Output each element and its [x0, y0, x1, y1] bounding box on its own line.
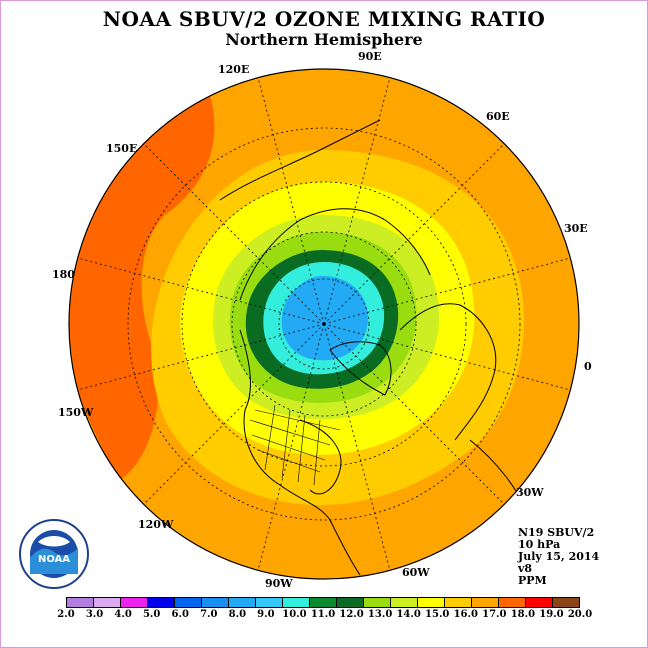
colorbar	[66, 597, 580, 608]
colorbar-tick-label: 15.0	[425, 609, 450, 620]
chart-subtitle: Northern Hemisphere	[225, 30, 423, 49]
latitude-circles	[127, 127, 521, 521]
noaa-logo-icon: NOAA	[19, 519, 89, 589]
info-units: PPM	[518, 574, 547, 587]
colorbar-tick-label: 18.0	[510, 609, 536, 620]
colorbar-tick-label: 10.0	[282, 609, 307, 620]
lon-label-90e: 90E	[358, 50, 382, 63]
colorbar-tick-label: 5.0	[142, 609, 161, 620]
lon-label-60w: 60W	[402, 566, 430, 579]
colorbar-segment	[418, 598, 445, 607]
colorbar-tick-label: 19.0	[539, 609, 564, 620]
colorbar-tick-label: 14.0	[396, 609, 421, 620]
info-instrument: N19 SBUV/2	[518, 526, 595, 539]
colorbar-tick-label: 11.0	[310, 609, 336, 620]
lon-label-0: 0	[584, 360, 592, 373]
colorbar-tick-label: 20.0	[567, 609, 593, 620]
colorbar-segment	[94, 598, 121, 607]
colorbar-segment	[472, 598, 499, 607]
colorbar-segment	[310, 598, 337, 607]
colorbar-segment	[283, 598, 310, 607]
colorbar-tick-label: 13.0	[367, 609, 393, 620]
lon-label-90w: 90W	[265, 577, 293, 590]
colorbar-segment	[364, 598, 391, 607]
lon-label-180: 180	[52, 268, 75, 281]
colorbar-segment	[256, 598, 283, 607]
greenland-coast	[329, 341, 392, 396]
colorbar-tick-labels: 2.0 3.0 4.0 5.0 6.0 7.0 8.0 9.0 10.0 11.0 12.0 13.0…	[0, 609, 648, 623]
info-block: N19 SBUV/2 10 hPa July 15, 2014 v8 PPM	[518, 527, 599, 587]
colorbar-segment	[553, 598, 579, 607]
colorbar-tick-label: 8.0	[228, 609, 247, 620]
us-state-lines	[249, 404, 341, 486]
colorbar-segment	[337, 598, 364, 607]
lon-label-60e: 60E	[486, 110, 510, 123]
colorbar-segment	[121, 598, 148, 607]
colorbar-segment	[229, 598, 256, 607]
lon-label-120e: 120E	[218, 63, 250, 76]
colorbar-tick-label: 6.0	[171, 609, 189, 620]
lon-label-30e: 30E	[564, 222, 588, 235]
logo-text: NOAA	[38, 554, 70, 565]
colorbar-tick-label: 12.0	[339, 609, 364, 620]
colorbar-tick-label: 4.0	[114, 609, 132, 620]
colorbar-segment	[67, 598, 94, 607]
north-america-coast	[239, 329, 361, 576]
lon-label-30w: 30W	[516, 486, 544, 499]
chart-title: NOAA SBUV/2 OZONE MIXING RATIO	[102, 7, 546, 31]
europe-coast	[399, 303, 497, 441]
colorbar-segment	[499, 598, 526, 607]
info-version: v8	[518, 562, 533, 575]
colorbar-segment	[445, 598, 472, 607]
colorbar-segment	[202, 598, 229, 607]
map-border	[68, 68, 580, 580]
info-date: July 15, 2014	[518, 550, 600, 563]
lon-label-150e: 150E	[106, 142, 138, 155]
info-level: 10 hPa	[518, 538, 561, 551]
lon-label-150w: 150W	[58, 406, 94, 419]
colorbar-segment	[526, 598, 553, 607]
colorbar-tick-label: 16.0	[453, 609, 478, 620]
colorbar-segment	[391, 598, 418, 607]
colorbar-segment	[175, 598, 202, 607]
north-america-east-coast	[299, 419, 342, 495]
colorbar-tick-label: 3.0	[85, 609, 104, 620]
lon-label-120w: 120W	[138, 518, 174, 531]
colorbar-tick-label: 7.0	[200, 609, 218, 620]
ozone-field-8	[281, 276, 368, 361]
colorbar-tick-label: 17.0	[482, 609, 507, 620]
asia-north-coast	[219, 119, 381, 201]
colorbar-segment	[148, 598, 175, 607]
colorbar-tick-label: 9.0	[257, 609, 275, 620]
colorbar-tick-label: 2.0	[57, 609, 75, 620]
